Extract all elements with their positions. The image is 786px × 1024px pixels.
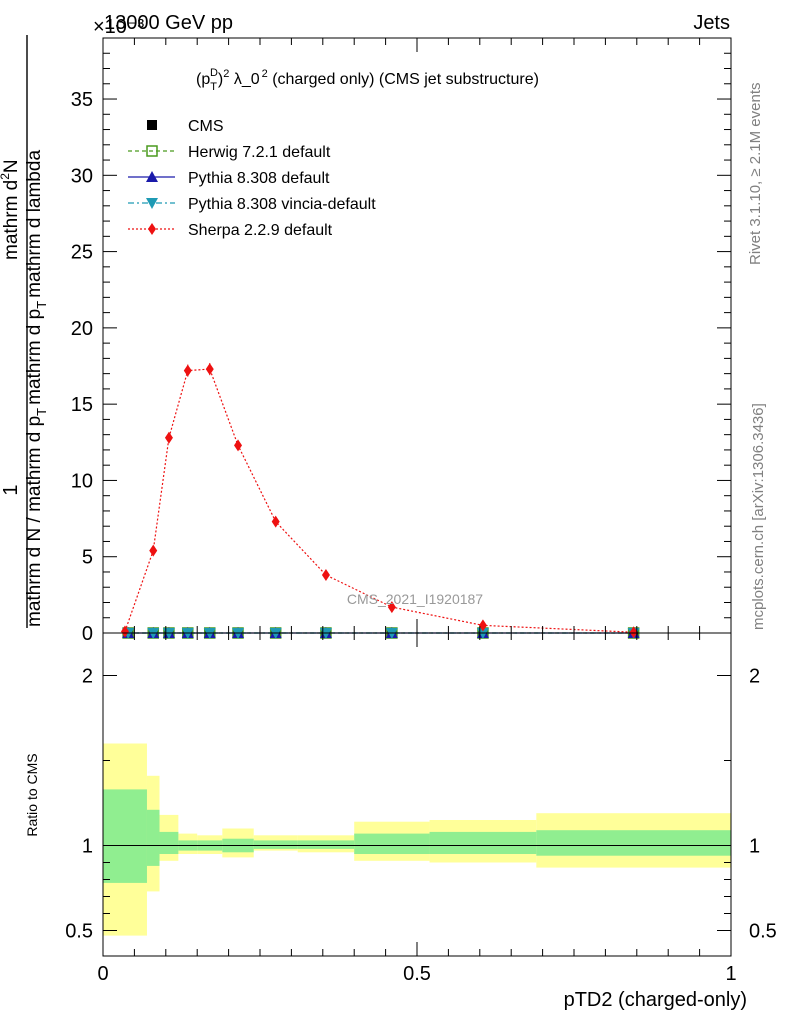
ratio-y-axis: 0.5 0.5 1 1 2 2 [65, 666, 777, 943]
main-y-axis: 0 5 10 15 20 25 30 35 [71, 52, 731, 645]
legend-label: Sherpa 2.2.9 default [188, 222, 333, 239]
x-axis-label: pTD2 (charged-only) [564, 989, 747, 1011]
data-point [629, 626, 638, 639]
legend-item: Herwig 7.2.1 default [128, 144, 331, 161]
legend-marker [147, 120, 157, 130]
x-tick-label: 0.5 [403, 963, 431, 985]
legend-label: Pythia 8.308 vincia-default [188, 196, 376, 213]
y-tick-label: 15 [71, 394, 93, 416]
ratio-y-tick-label: 2 [82, 666, 93, 688]
ratio-x-axis: 0 0.5 1 [97, 633, 737, 985]
main-y-label: 1 mathrm d N / mathrm d pTmathrm d pTmat… [0, 35, 49, 628]
legend-item: CMS [147, 118, 224, 135]
ratio-band-green [253, 840, 298, 849]
ratio-band-green [146, 809, 160, 866]
y-tick-label: 30 [71, 165, 93, 187]
side-mcplots-label: mcplots.cern.ch [arXiv:1306.3436] [750, 403, 767, 630]
ratio-bands [103, 743, 731, 936]
legend-marker [148, 223, 156, 235]
legend-label: CMS [188, 118, 224, 135]
data-point [234, 439, 243, 452]
y-tick-label: 25 [71, 242, 93, 264]
series-sherpa-2-2-9-default [120, 362, 638, 639]
data-point [149, 544, 158, 557]
data-point [321, 569, 330, 582]
data-point [164, 431, 173, 444]
legend: CMS Herwig 7.2.1 default Pythia 8.308 defa… [128, 118, 376, 239]
ratio-band-green [297, 840, 355, 849]
y-tick-label: 0 [82, 623, 93, 645]
legend-label: Herwig 7.2.1 default [188, 144, 331, 161]
data-point [205, 363, 214, 376]
legend-item: Pythia 8.308 default [128, 170, 330, 187]
ratio-y-tick-label: 0.5 [65, 921, 93, 943]
y-tick-label: 20 [71, 318, 93, 340]
data-point [183, 364, 192, 377]
data-point [387, 601, 396, 614]
y-label-numerator: mathrm d2N [0, 159, 22, 260]
y-tick-label: 35 [71, 89, 93, 111]
ratio-y-tick-label-right: 1 [749, 836, 760, 858]
legend-marker [146, 145, 158, 157]
ratio-band-green [354, 833, 430, 854]
ratio-y-tick-label-right: 2 [749, 666, 760, 688]
y-label-numerator-one: 1 [0, 484, 22, 495]
ratio-band-green [103, 789, 147, 883]
legend-item: Pythia 8.308 vincia-default [128, 196, 376, 213]
legend-item: Sherpa 2.2.9 default [128, 222, 333, 239]
plot-title: (pTD)2 λ_0 2 (charged only) (CMS jet subs… [196, 67, 539, 93]
ratio-band-green [159, 831, 179, 854]
x-tick-label: 0 [97, 963, 108, 985]
x-tick-label: 1 [725, 963, 736, 985]
watermark: CMS_2021_I1920187 [347, 591, 483, 607]
energy-label: 13000 GeV pp [104, 12, 233, 34]
ratio-y-label: Ratio to CMS [24, 753, 40, 836]
data-point [478, 619, 487, 632]
y-tick-label: 5 [82, 547, 93, 569]
side-rivet-label: Rivet 3.1.10, ≥ 2.1M events [747, 83, 764, 266]
exponent-label: ×10⁻³ [93, 16, 144, 38]
ratio-y-tick-label-right: 0.5 [749, 921, 777, 943]
ratio-band-green [536, 830, 731, 856]
ratio-y-tick-label: 1 [82, 836, 93, 858]
data-point [271, 515, 280, 528]
main-x-ticks [102, 38, 732, 633]
y-tick-label: 10 [71, 470, 93, 492]
legend-label: Pythia 8.308 default [188, 170, 330, 187]
ratio-band-green [429, 831, 537, 854]
y-label-denominator: mathrm d N / mathrm d pTmathrm d pTmathr… [24, 150, 49, 627]
legend-marker [146, 198, 158, 209]
process-label: Jets [693, 12, 730, 34]
ratio-panel-frame [102, 632, 732, 957]
data-point [120, 625, 129, 638]
legend-marker [146, 171, 158, 182]
